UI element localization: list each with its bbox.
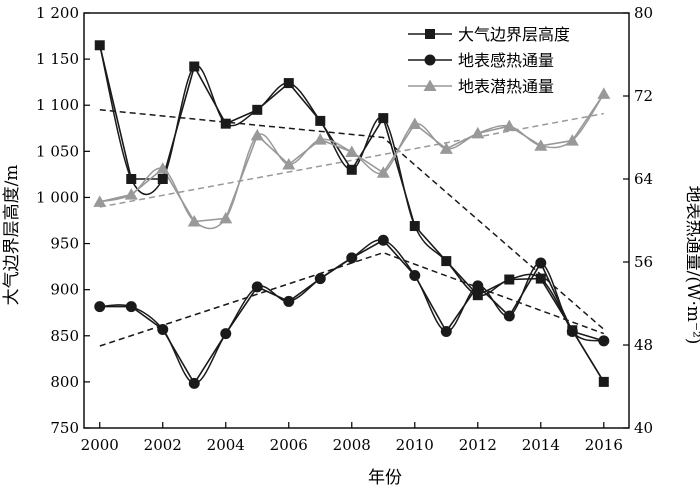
y-right-tick-label: 40	[634, 419, 653, 437]
data-point-latent-heat	[534, 139, 548, 151]
data-point-latent-heat	[313, 133, 327, 145]
y-left-tick-label: 1 050	[36, 142, 79, 160]
trend-line-latent-heat	[99, 112, 604, 208]
data-point-boundary-layer	[504, 274, 515, 285]
y-left-tick-label: 850	[50, 327, 79, 345]
y-axis-right-title: 地表热通量/(W·m⁻²)	[683, 186, 700, 345]
data-point-latent-heat	[124, 188, 138, 200]
y-left-tick-label: 900	[50, 281, 79, 299]
data-point-sensible-heat	[220, 328, 232, 340]
data-point-boundary-layer	[283, 78, 294, 89]
data-point-latent-heat	[93, 195, 107, 207]
y-left-tick-label: 800	[50, 373, 79, 391]
smooth-line-latent-heat	[99, 93, 605, 230]
legend-marker-boundary-layer	[425, 29, 435, 39]
data-point-latent-heat	[439, 142, 453, 154]
x-tick-label: 2000	[81, 436, 119, 454]
data-point-latent-heat	[219, 211, 233, 224]
x-tick-label: 2010	[396, 436, 434, 454]
data-point-boundary-layer	[346, 164, 357, 175]
data-point-sensible-heat	[346, 252, 358, 264]
y-left-tick-label: 1 200	[36, 4, 79, 22]
plot-area	[83, 12, 630, 429]
data-point-boundary-layer	[157, 174, 168, 184]
data-point-sensible-heat	[188, 377, 200, 389]
y-left-tick-label: 950	[50, 235, 79, 253]
data-point-latent-heat	[502, 119, 516, 132]
data-point-latent-heat	[471, 126, 485, 139]
data-point-boundary-layer	[189, 61, 200, 72]
data-point-boundary-layer	[535, 273, 546, 284]
y-right-tick-label: 56	[634, 253, 653, 271]
data-point-boundary-layer	[441, 256, 452, 267]
y-left-tick-label: 1 100	[36, 96, 79, 114]
x-tick-label: 2006	[270, 436, 308, 454]
data-point-sensible-heat	[535, 257, 547, 269]
y-left-tick-label: 750	[50, 419, 79, 437]
data-point-sensible-heat	[314, 273, 326, 285]
data-point-sensible-heat	[566, 326, 578, 338]
data-point-sensible-heat	[472, 280, 484, 292]
trend-lines	[99, 109, 605, 347]
data-point-sensible-heat	[377, 234, 389, 246]
data-point-boundary-layer	[315, 115, 326, 126]
y-axis-left-title: 大气边界层高度/m	[2, 165, 22, 306]
series-markers	[93, 40, 611, 389]
data-point-sensible-heat	[503, 310, 515, 322]
x-axis-title: 年份	[368, 468, 402, 488]
x-tick-label: 2008	[333, 436, 371, 454]
data-point-sensible-heat	[440, 326, 452, 338]
data-point-boundary-layer	[94, 40, 105, 51]
data-point-boundary-layer	[472, 290, 483, 301]
data-point-sensible-heat	[94, 301, 106, 313]
series-line-latent-heat	[99, 93, 605, 223]
data-point-latent-heat	[250, 128, 264, 141]
legend-label-latent-heat: 地表潜热通量	[458, 77, 554, 96]
data-point-latent-heat	[345, 145, 359, 158]
series-lines	[99, 45, 605, 385]
x-tick-label: 2012	[459, 436, 497, 454]
data-point-boundary-layer	[126, 174, 137, 184]
y-right-tick-label: 48	[634, 336, 653, 354]
legend-marker-sensible-heat	[424, 54, 436, 66]
data-point-sensible-heat	[251, 281, 263, 293]
data-point-sensible-heat	[125, 301, 137, 313]
data-point-sensible-heat	[283, 295, 295, 307]
data-point-sensible-heat	[409, 269, 421, 281]
data-point-sensible-heat	[598, 335, 610, 347]
data-point-boundary-layer	[598, 376, 609, 387]
axis-ticks: 750 800 850 900 950 1 000 1 050 1 100 1 150 1 200…	[36, 4, 653, 454]
x-tick-label: 2002	[144, 436, 182, 454]
trend-line-boundary-layer	[99, 109, 605, 330]
trend-line-sensible-heat	[99, 251, 605, 347]
data-point-boundary-layer	[220, 118, 231, 129]
data-point-latent-heat	[565, 134, 579, 146]
data-point-latent-heat	[282, 157, 296, 170]
x-tick-label: 2014	[522, 436, 560, 454]
x-tick-label: 2016	[585, 436, 623, 454]
y-right-tick-label: 64	[634, 170, 653, 188]
y-left-tick-label: 1 000	[36, 188, 79, 206]
data-point-latent-heat	[408, 117, 422, 130]
data-point-latent-heat	[187, 215, 201, 227]
plot-frame	[83, 12, 630, 429]
y-left-tick-label: 1 150	[36, 50, 79, 68]
legend-marker-latent-heat	[423, 79, 437, 91]
data-point-latent-heat	[597, 87, 611, 99]
x-tick-label: 2004	[207, 436, 245, 454]
legend-label-sensible-heat: 地表感热通量	[458, 51, 554, 70]
legend: 大气边界层高度 地表感热通量 地表潜热通量	[408, 25, 570, 96]
y-right-tick-label: 72	[634, 87, 653, 105]
data-point-latent-heat	[156, 162, 170, 174]
data-point-sensible-heat	[157, 323, 169, 335]
data-point-boundary-layer	[409, 221, 420, 232]
data-point-boundary-layer	[252, 104, 263, 115]
data-point-boundary-layer	[378, 113, 389, 124]
legend-label-boundary-layer: 大气边界层高度	[458, 25, 570, 44]
y-right-tick-label: 80	[634, 4, 653, 22]
data-point-latent-heat	[376, 166, 390, 178]
